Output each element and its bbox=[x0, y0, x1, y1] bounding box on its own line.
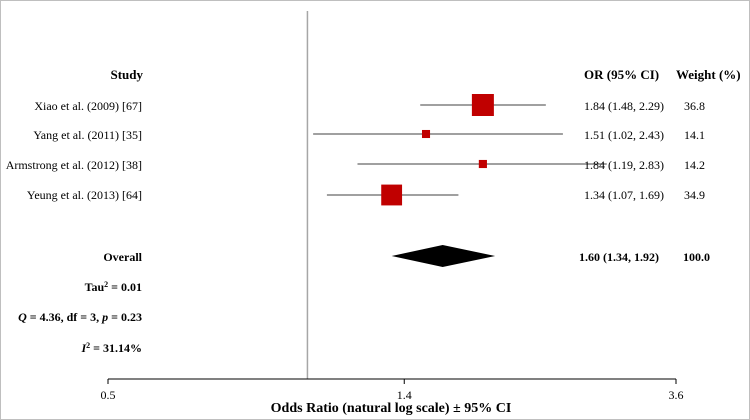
study-weight: 36.8 bbox=[684, 99, 705, 113]
study-weight: 14.1 bbox=[684, 128, 705, 142]
x-tick-label: 1.4 bbox=[397, 388, 412, 402]
tau-squared-stat: Tau2 = 0.01 bbox=[85, 280, 142, 295]
study-label: Armstrong et al. (2012) [38] bbox=[6, 158, 142, 172]
study-weight: 14.2 bbox=[684, 158, 705, 172]
overall-weight: 100.0 bbox=[683, 250, 710, 264]
header-study: Study bbox=[110, 67, 143, 82]
study-label: Xiao et al. (2009) [67] bbox=[34, 99, 142, 113]
study-or-ci: 1.51 (1.02, 2.43) bbox=[584, 128, 664, 142]
i-squared-stat: I2 = 31.14% bbox=[80, 341, 142, 356]
study-marker bbox=[381, 184, 403, 206]
overall-diamond bbox=[391, 245, 496, 267]
study-or-ci: 1.84 (1.19, 2.83) bbox=[584, 158, 664, 172]
study-or-ci: 1.34 (1.07, 1.69) bbox=[584, 188, 664, 202]
x-tick-label: 0.5 bbox=[101, 388, 116, 402]
study-label: Yeung et al. (2013) [64] bbox=[27, 188, 142, 202]
q-statistic: Q = 4.36, df = 3, p = 0.23 bbox=[18, 310, 142, 324]
overall-label: Overall bbox=[103, 250, 142, 264]
study-marker bbox=[478, 159, 487, 169]
x-axis: 0.5 1.4 3.6 bbox=[101, 378, 684, 402]
header-or: OR (95% CI) bbox=[584, 67, 659, 82]
study-marker bbox=[471, 94, 494, 116]
x-tick-label: 3.6 bbox=[669, 388, 684, 402]
header-weight: Weight (%) bbox=[676, 67, 741, 82]
overall-or-ci: 1.60 (1.34, 1.92) bbox=[579, 250, 659, 264]
study-marker bbox=[421, 129, 431, 139]
x-axis-label: Odds Ratio (natural log scale) ± 95% CI bbox=[271, 401, 512, 416]
study-or-ci: 1.84 (1.48, 2.29) bbox=[584, 99, 664, 113]
study-weight: 34.9 bbox=[684, 188, 705, 202]
study-label: Yang et al. (2011) [35] bbox=[33, 128, 142, 142]
